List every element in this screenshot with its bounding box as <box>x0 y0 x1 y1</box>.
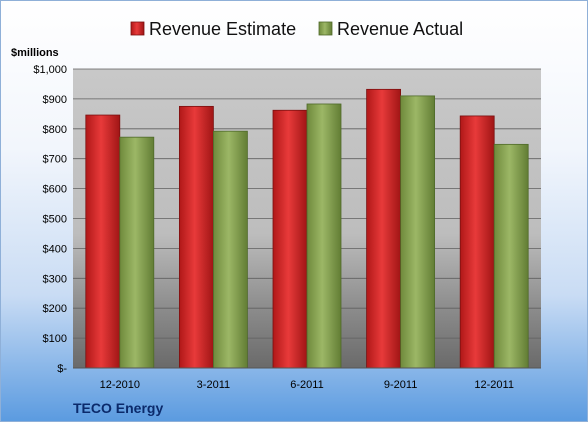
y-tick-label: $700 <box>43 154 67 166</box>
bar-revenue-actual <box>212 130 248 369</box>
company-name: TECO Energy <box>73 400 163 416</box>
bar-revenue-actual <box>306 103 342 369</box>
legend-label-revenue-actual: Revenue Actual <box>337 19 463 39</box>
y-units-label: $millions <box>11 47 59 59</box>
legend-label-revenue-estimate: Revenue Estimate <box>149 19 296 39</box>
y-axis-ticks: $- $100 $200 $300 $400 $500 $600 $700 $800 $900 $1… <box>33 64 67 375</box>
bar-revenue-actual <box>400 95 436 369</box>
bar-revenue-actual <box>119 136 155 369</box>
x-tick-label: 12-2011 <box>474 379 514 391</box>
legend-swatch-revenue-actual <box>318 21 333 36</box>
bar-revenue-estimate <box>366 88 402 369</box>
bar-revenue-estimate <box>178 105 214 369</box>
x-axis-ticks: 12-2010 3-2011 6-2011 9-2011 12-2011 <box>100 379 514 391</box>
x-tick-label: 9-2011 <box>384 379 417 391</box>
bar-revenue-estimate <box>272 109 308 369</box>
bar-revenue-estimate <box>459 115 495 369</box>
legend: Revenue Estimate Revenue Actual <box>130 19 463 39</box>
y-tick-label: $100 <box>43 333 67 345</box>
y-tick-label: $500 <box>43 214 67 226</box>
y-tick-label: $800 <box>43 124 67 136</box>
y-tick-label: $600 <box>43 184 67 196</box>
x-tick-label: 6-2011 <box>290 379 323 391</box>
bar-revenue-actual <box>493 143 529 369</box>
x-tick-label: 12-2010 <box>100 379 140 391</box>
legend-swatch-revenue-estimate <box>130 21 145 36</box>
y-tick-label: $200 <box>43 303 67 315</box>
y-tick-label: $- <box>57 363 67 375</box>
bar-revenue-estimate <box>85 114 121 369</box>
x-tick-label: 3-2011 <box>197 379 230 391</box>
y-tick-label: $900 <box>43 94 67 106</box>
bars <box>85 88 529 369</box>
y-tick-label: $1,000 <box>33 64 67 76</box>
y-tick-label: $300 <box>43 273 67 285</box>
y-tick-label: $400 <box>43 243 67 255</box>
